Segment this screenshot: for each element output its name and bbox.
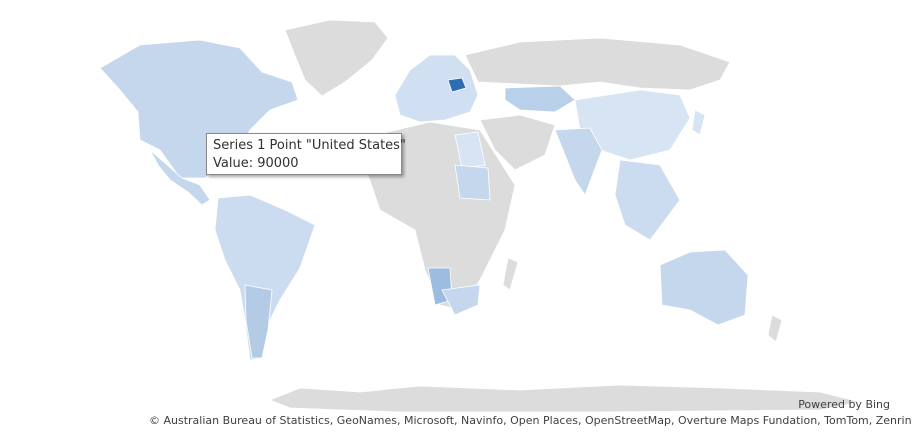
region-europe[interactable] (394, 54, 479, 123)
region-antarctica[interactable] (268, 384, 861, 413)
region-mexico[interactable] (149, 149, 211, 206)
region-madagascar[interactable] (502, 257, 519, 291)
region-russia[interactable] (464, 37, 731, 91)
region-new-zealand[interactable] (767, 314, 783, 343)
region-southeast-asia[interactable] (614, 159, 681, 241)
region-egypt[interactable] (454, 131, 486, 169)
region-australia[interactable] (659, 249, 749, 326)
tooltip-value: Value: 90000 (213, 156, 299, 171)
map-attribution: © Australian Bureau of Statistics, GeoNa… (149, 414, 912, 427)
region-sudan[interactable] (454, 164, 491, 201)
region-kazakhstan[interactable] (504, 85, 576, 113)
region-argentina[interactable] (244, 284, 273, 359)
region-japan[interactable] (691, 109, 706, 136)
region-south-africa[interactable] (441, 284, 481, 316)
region-belarus[interactable] (447, 77, 467, 93)
region-north-america[interactable] (99, 39, 299, 179)
region-middle-east[interactable] (479, 114, 556, 171)
region-india[interactable] (554, 127, 603, 196)
region-greenland[interactable] (284, 19, 389, 97)
powered-by-bing: Powered by Bing (798, 398, 890, 411)
tooltip-series-point: Series 1 Point "United States" (213, 138, 406, 153)
data-tooltip: Series 1 Point "United States" Value: 90… (206, 133, 406, 175)
